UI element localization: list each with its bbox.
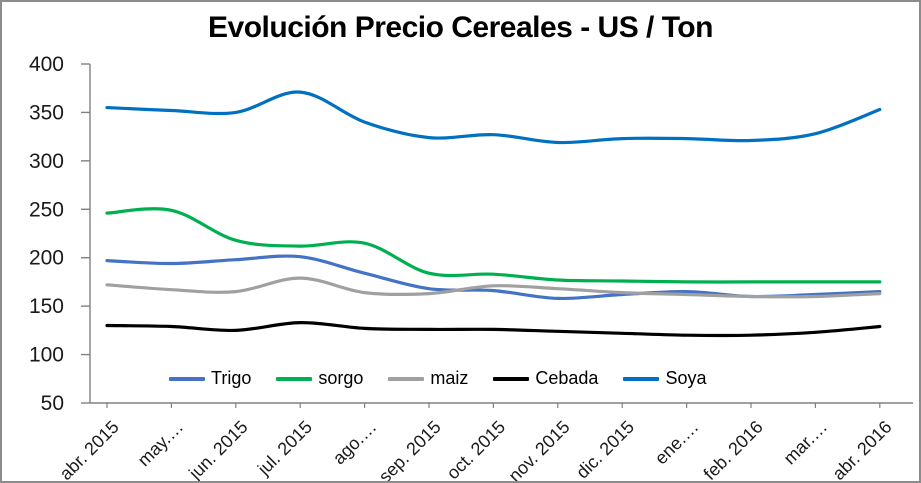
legend-item-soya: Soya bbox=[623, 368, 706, 389]
y-tick-label: 100 bbox=[29, 344, 64, 367]
legend-label: Trigo bbox=[211, 368, 252, 388]
y-tick-label: 250 bbox=[29, 198, 64, 221]
series-line-sorgo bbox=[105, 207, 882, 284]
x-tick-label: jun. 2015 bbox=[184, 417, 251, 483]
x-tick-label: sep. 2015 bbox=[375, 417, 445, 483]
x-tick-label: dic. 2015 bbox=[572, 417, 638, 483]
legend-swatch-sorgo bbox=[276, 376, 313, 381]
legend-swatch-maiz bbox=[388, 376, 425, 381]
chart-title: Evolución Precio Cereales - US / Ton bbox=[208, 11, 713, 44]
x-tick-label: jul. 2015 bbox=[253, 417, 316, 480]
legend-item-maiz: maiz bbox=[388, 368, 468, 389]
x-tick-label: abr. 2016 bbox=[828, 417, 895, 483]
legend-label: Cebada bbox=[535, 368, 599, 388]
y-tick-label: 150 bbox=[29, 295, 64, 318]
y-tick-label: 300 bbox=[29, 150, 64, 173]
y-tick-label: 200 bbox=[29, 247, 64, 270]
series-line-soya bbox=[105, 90, 882, 145]
x-tick-label: feb. 2016 bbox=[700, 417, 767, 483]
legend-swatch-trigo bbox=[169, 376, 205, 381]
legend-swatch-soya bbox=[623, 376, 660, 381]
x-tick-label: ene.… bbox=[651, 417, 703, 469]
legend-label: maiz bbox=[430, 368, 469, 388]
legend-swatch-cebada bbox=[493, 376, 530, 381]
series-line-cebada bbox=[105, 320, 882, 338]
legend: Trigo sorgo maiz Cebada Soya bbox=[169, 368, 706, 389]
x-tick-label: ago.… bbox=[329, 417, 381, 469]
x-tick-label: oct. 2015 bbox=[443, 417, 510, 483]
x-tick-label: may.… bbox=[134, 417, 188, 471]
series-line-maiz bbox=[105, 276, 882, 299]
x-tick-label: abr. 2015 bbox=[56, 417, 123, 483]
legend-item-sorgo: sorgo bbox=[276, 368, 363, 389]
legend-label: sorgo bbox=[318, 368, 364, 388]
x-tick-label: mar.… bbox=[780, 417, 832, 469]
y-tick-label: 400 bbox=[29, 53, 64, 76]
y-tick-label: 350 bbox=[29, 101, 64, 124]
legend-label: Soya bbox=[665, 368, 707, 388]
x-tick-label: nov. 2015 bbox=[505, 417, 574, 483]
y-tick-label: 50 bbox=[41, 392, 64, 415]
legend-item-cebada: Cebada bbox=[493, 368, 598, 389]
legend-item-trigo: Trigo bbox=[169, 368, 251, 389]
